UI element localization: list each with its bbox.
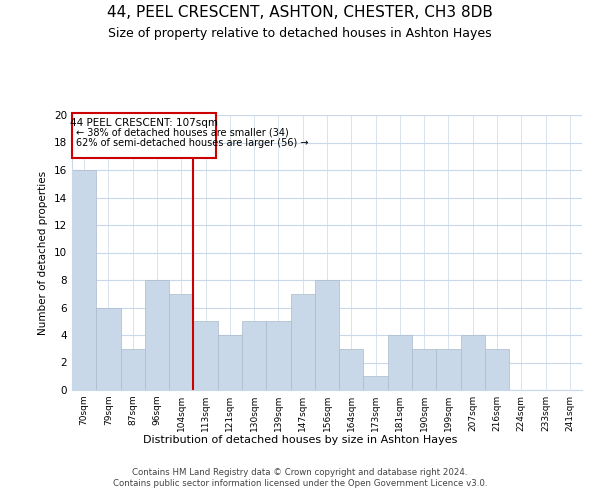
Text: ← 38% of detached houses are smaller (34): ← 38% of detached houses are smaller (34… — [76, 128, 289, 138]
Bar — [169, 294, 193, 390]
Bar — [364, 376, 388, 390]
Bar — [193, 322, 218, 390]
Text: Distribution of detached houses by size in Ashton Hayes: Distribution of detached houses by size … — [143, 435, 457, 445]
Bar — [485, 349, 509, 390]
Bar — [242, 322, 266, 390]
Text: Size of property relative to detached houses in Ashton Hayes: Size of property relative to detached ho… — [108, 28, 492, 40]
Bar — [145, 280, 169, 390]
Text: 44, PEEL CRESCENT, ASHTON, CHESTER, CH3 8DB: 44, PEEL CRESCENT, ASHTON, CHESTER, CH3 … — [107, 5, 493, 20]
Bar — [218, 335, 242, 390]
Text: 44 PEEL CRESCENT: 107sqm: 44 PEEL CRESCENT: 107sqm — [70, 118, 218, 128]
Text: Contains HM Land Registry data © Crown copyright and database right 2024.
Contai: Contains HM Land Registry data © Crown c… — [113, 468, 487, 487]
Bar — [290, 294, 315, 390]
Bar — [412, 349, 436, 390]
Bar — [266, 322, 290, 390]
Bar — [339, 349, 364, 390]
Text: 62% of semi-detached houses are larger (56) →: 62% of semi-detached houses are larger (… — [76, 138, 308, 148]
Bar — [121, 349, 145, 390]
Bar — [96, 308, 121, 390]
Bar — [461, 335, 485, 390]
Bar — [388, 335, 412, 390]
FancyBboxPatch shape — [73, 113, 217, 158]
Bar — [72, 170, 96, 390]
Bar — [436, 349, 461, 390]
Bar — [315, 280, 339, 390]
Y-axis label: Number of detached properties: Number of detached properties — [38, 170, 49, 334]
